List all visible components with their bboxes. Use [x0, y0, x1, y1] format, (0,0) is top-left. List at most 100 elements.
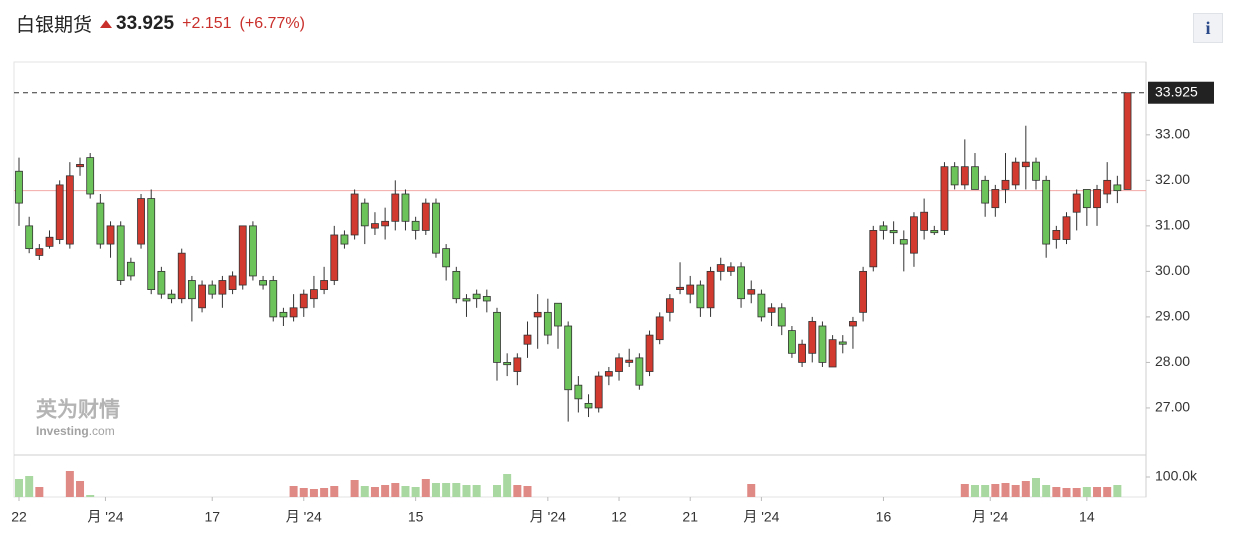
candle	[1052, 225, 1061, 249]
x-tick-label: 21	[682, 509, 698, 525]
candle	[472, 289, 481, 308]
volume-bar	[1021, 481, 1030, 497]
candle	[625, 348, 634, 367]
candle	[45, 230, 54, 249]
x-tick-label: 月 '24	[286, 509, 322, 525]
candle-body	[391, 193, 400, 222]
candle	[940, 162, 949, 235]
volume-bar	[981, 485, 990, 497]
info-button[interactable]: i	[1193, 13, 1223, 43]
candle	[96, 194, 105, 249]
candle-body	[899, 239, 908, 245]
last-price: 33.925	[116, 12, 175, 34]
candle	[35, 244, 44, 261]
candle	[635, 353, 644, 390]
volume-bar	[330, 486, 339, 497]
candle-body	[106, 225, 115, 245]
candle	[482, 289, 491, 313]
candle	[1123, 92, 1132, 190]
x-tick-label: 22	[11, 509, 27, 525]
candle	[126, 257, 135, 281]
candle-body	[76, 164, 84, 168]
candle	[289, 294, 298, 322]
volume-bar	[1042, 485, 1051, 497]
header: 白银期货 33.925 +2.151 (+6.77%)	[16, 10, 305, 37]
candle-body	[960, 166, 969, 186]
candle-body	[482, 296, 491, 302]
candle-body	[706, 270, 715, 309]
candle	[747, 280, 756, 304]
candle	[432, 198, 440, 258]
candle	[269, 275, 278, 322]
volume-bar	[970, 485, 979, 497]
x-tick-label: 月 '24	[530, 509, 566, 525]
x-tick-label: 月 '24	[972, 509, 1008, 525]
volume-bar	[431, 483, 440, 497]
volume-bar	[452, 483, 461, 497]
candle-body	[727, 266, 735, 272]
candle	[187, 275, 196, 322]
candle-body	[1093, 189, 1101, 209]
candle	[167, 289, 176, 304]
candle-body	[859, 270, 868, 313]
candle-body	[167, 293, 176, 300]
candle	[665, 294, 674, 322]
candle-body	[238, 225, 247, 286]
candle	[1093, 184, 1101, 226]
candle	[676, 262, 684, 295]
candle-body	[879, 225, 888, 231]
candle-body	[655, 316, 664, 341]
candle-body	[1072, 193, 1081, 213]
watermark-en: Investing.com	[36, 424, 115, 438]
candle-body	[696, 284, 705, 309]
volume-bar	[1082, 487, 1091, 497]
candle-body	[910, 216, 918, 254]
candle-body	[716, 264, 725, 272]
candle	[1001, 153, 1010, 204]
candle-body	[676, 286, 684, 290]
candle-body	[1011, 161, 1020, 186]
candle-body	[96, 202, 105, 245]
candle-body	[320, 280, 329, 290]
candle	[1032, 157, 1040, 190]
volume-bar	[309, 489, 318, 497]
candle	[767, 303, 776, 327]
candle-body	[554, 302, 562, 327]
candle-body	[177, 252, 186, 300]
price-change: +2.151	[182, 14, 232, 32]
candle-body	[808, 321, 817, 354]
candle	[320, 266, 329, 295]
volume-bar	[1001, 483, 1010, 497]
last-price-box	[1148, 81, 1214, 104]
y-tick-label: 28.00	[1155, 353, 1190, 369]
candle-body	[35, 248, 44, 256]
candle	[533, 294, 542, 349]
candle	[777, 303, 786, 336]
candle-body	[137, 198, 145, 245]
candle-body	[86, 157, 95, 195]
candle-body	[818, 325, 827, 363]
candle-body	[452, 270, 461, 300]
candle	[574, 376, 583, 413]
candle-body	[279, 311, 288, 318]
volume-bar	[747, 484, 756, 497]
instrument-title: 白银期货	[16, 15, 93, 36]
candle	[452, 266, 461, 304]
candle-body	[625, 359, 634, 363]
candle-body	[15, 170, 23, 204]
candle	[360, 198, 369, 245]
candle-body	[665, 298, 674, 313]
candle-body	[533, 311, 542, 318]
last-price-label: 33.925	[1155, 83, 1198, 99]
candle	[960, 139, 969, 190]
volume-bar	[1113, 485, 1122, 497]
candle	[1082, 189, 1091, 226]
candle-body	[442, 248, 451, 268]
x-tick-label: 12	[611, 509, 627, 525]
candle	[65, 162, 74, 249]
candle-body	[289, 307, 298, 318]
volume-bar	[462, 485, 471, 497]
candle	[828, 335, 837, 368]
candle-body	[940, 166, 949, 231]
